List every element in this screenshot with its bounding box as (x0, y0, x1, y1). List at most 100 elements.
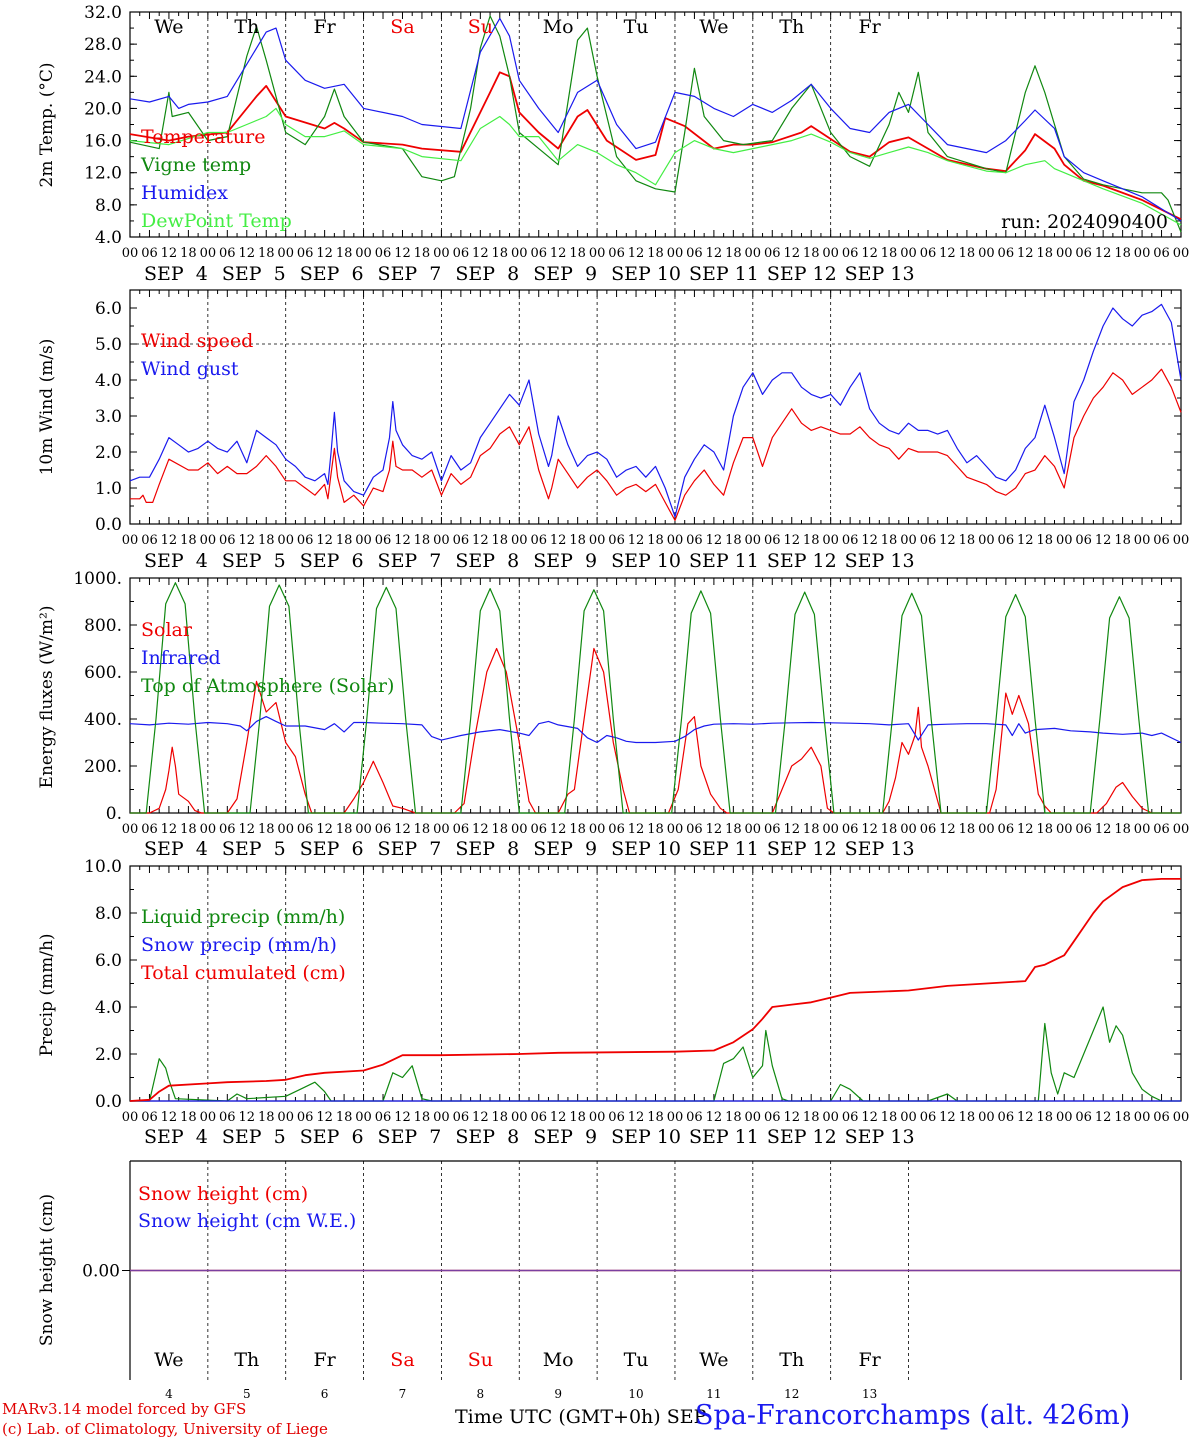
hour-tick-label: 00 (667, 246, 684, 261)
hour-tick-label: 00 (745, 822, 762, 837)
hour-tick-label: 06 (141, 246, 158, 261)
legend-entry: Snow height (cm W.E.) (138, 1210, 356, 1232)
hour-tick-label: 18 (569, 822, 586, 837)
date-label: SEP 9 (533, 550, 597, 572)
hour-tick-label: 18 (959, 533, 976, 548)
hour-tick-label: 00 (277, 822, 294, 837)
hour-tick-label: 06 (842, 822, 859, 837)
hour-tick-label: 00 (822, 822, 839, 837)
hour-tick-label: 00 (1173, 822, 1190, 837)
hour-tick-label: 06 (453, 246, 470, 261)
hour-tick-label: 06 (297, 822, 314, 837)
hour-tick-label: 06 (842, 1110, 859, 1125)
y-axis-label: Snow height (cm) (37, 1194, 57, 1346)
hour-tick-label: 18 (569, 246, 586, 261)
date-label: SEP 4 (144, 1126, 208, 1148)
y-tick-label: 6.0 (95, 299, 122, 319)
day-number-label: 12 (784, 1387, 799, 1400)
hour-tick-label: 12 (161, 246, 178, 261)
series-line-wind-gust (129, 303, 1182, 518)
hour-tick-label: 18 (725, 822, 742, 837)
hour-tick-label: 18 (959, 1110, 976, 1125)
hour-tick-label: 12 (239, 533, 256, 548)
hour-tick-label: 06 (375, 246, 392, 261)
legend-entry: Solar (141, 619, 193, 641)
date-label: SEP 8 (455, 263, 519, 285)
hour-tick-label: 06 (920, 533, 937, 548)
hour-tick-label: 00 (1056, 1110, 1073, 1125)
hour-tick-label: 00 (822, 533, 839, 548)
legend-entry: Wind speed (141, 330, 253, 352)
weekday-label: Th (234, 16, 259, 38)
date-label: SEP 7 (378, 1126, 442, 1148)
series-line-total-cumulated-cm- (129, 878, 1181, 1102)
series-line-vigne-temp (129, 15, 1182, 233)
hour-tick-label: 18 (881, 533, 898, 548)
date-label: SEP 10 (611, 550, 681, 572)
hour-tick-label: 12 (316, 533, 333, 548)
date-label: SEP 13 (845, 550, 915, 572)
series-line-liquid-precip-mm-h- (130, 1006, 1181, 1102)
y-tick-label: 600. (84, 663, 122, 683)
hour-tick-label: 18 (959, 246, 976, 261)
hour-tick-label: 12 (472, 1110, 489, 1125)
hour-tick-label: 06 (764, 533, 781, 548)
hour-tick-label: 18 (258, 246, 275, 261)
date-label: SEP 12 (767, 838, 837, 860)
hour-tick-label: 06 (219, 822, 236, 837)
legend-entry: Total cumulated (cm) (141, 962, 346, 984)
date-label: SEP 5 (222, 263, 286, 285)
hour-tick-label: 00 (200, 822, 217, 837)
hour-tick-label: 18 (881, 1110, 898, 1125)
hour-tick-label: 00 (1173, 533, 1190, 548)
hour-tick-label: 18 (336, 822, 353, 837)
hour-tick-label: 06 (530, 246, 547, 261)
date-label: SEP 5 (222, 550, 286, 572)
legend-entry: Wind gust (141, 358, 239, 380)
hour-tick-label: 00 (355, 1110, 372, 1125)
weekday-label: We (699, 16, 728, 38)
hour-tick-label: 06 (764, 822, 781, 837)
hour-tick-label: 00 (433, 822, 450, 837)
hour-tick-label: 12 (706, 246, 723, 261)
y-tick-label: 800. (84, 616, 122, 636)
y-tick-label: 0. (106, 804, 122, 824)
day-number-label: 4 (165, 1387, 173, 1400)
weekday-label: Fr (313, 1349, 336, 1371)
hour-tick-label: 18 (414, 1110, 431, 1125)
date-label: SEP 10 (611, 263, 681, 285)
hour-tick-label: 12 (394, 1110, 411, 1125)
date-label: SEP 11 (689, 1126, 759, 1148)
hour-tick-label: 06 (453, 533, 470, 548)
y-tick-label: 20.0 (84, 99, 122, 119)
hour-tick-label: 00 (667, 1110, 684, 1125)
hour-tick-label: 06 (608, 822, 625, 837)
hour-tick-label: 12 (239, 246, 256, 261)
hour-tick-label: 12 (1017, 822, 1034, 837)
hour-tick-label: 00 (745, 1110, 762, 1125)
meteogram-chart: 00 06 12 18 00 06 12 18 00 06 12 18 00 06 12 18 00 06 12 18… (37, 3, 1190, 1400)
hour-tick-label: 12 (1017, 246, 1034, 261)
hour-tick-label: 18 (414, 246, 431, 261)
hour-tick-label: 12 (939, 1110, 956, 1125)
hour-tick-label: 00 (433, 1110, 450, 1125)
weekday-label: Fr (858, 16, 881, 38)
day-number-label: 10 (628, 1387, 643, 1400)
hour-tick-label: 00 (433, 246, 450, 261)
hour-tick-label: 00 (1056, 246, 1073, 261)
hour-tick-label: 12 (939, 533, 956, 548)
legend-entry: Snow precip (mm/h) (141, 934, 337, 956)
hour-tick-label: 06 (1075, 246, 1092, 261)
hour-tick-label: 06 (453, 822, 470, 837)
hour-tick-label: 12 (939, 246, 956, 261)
hour-tick-label: 06 (1075, 533, 1092, 548)
hour-tick-label: 00 (978, 246, 995, 261)
date-label: SEP 13 (845, 263, 915, 285)
hour-tick-label: 06 (920, 822, 937, 837)
hour-tick-label: 06 (219, 533, 236, 548)
hour-tick-label: 12 (1095, 533, 1112, 548)
hour-tick-label: 00 (1134, 1110, 1151, 1125)
hour-tick-label: 06 (530, 533, 547, 548)
hour-tick-label: 06 (1075, 822, 1092, 837)
hour-tick-label: 12 (394, 822, 411, 837)
